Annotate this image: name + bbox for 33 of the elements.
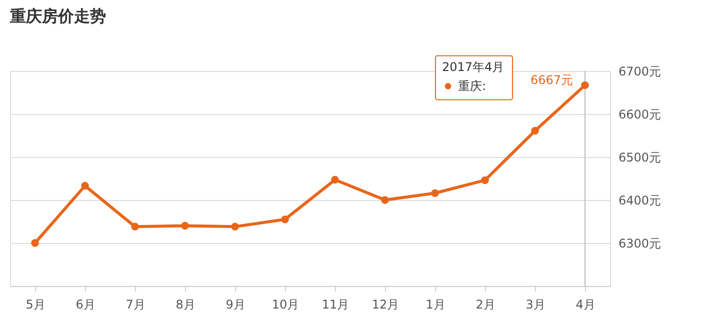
x-tick-label: 9月 <box>226 298 246 312</box>
point <box>81 182 89 190</box>
point <box>131 222 139 231</box>
point <box>181 222 189 230</box>
chart-title: 重庆房价走势 <box>9 6 106 26</box>
x-tick-label: 1月 <box>426 298 446 312</box>
x-tick-label: 8月 <box>176 298 196 312</box>
point <box>381 196 389 204</box>
y-tick-label: 6700元 <box>618 64 662 78</box>
x-tick-label: 3月 <box>526 298 546 312</box>
x-tick-label: 12月 <box>372 298 400 312</box>
point <box>431 189 439 197</box>
point <box>31 239 39 247</box>
legend-label: 重庆: <box>458 79 486 94</box>
point <box>331 176 339 184</box>
x-tick-label: 6月 <box>76 298 96 312</box>
point <box>481 176 489 184</box>
legend-title: 2017年4月 <box>442 60 504 74</box>
x-tick-label: 2月 <box>476 298 496 312</box>
x-tick-label: 11月 <box>322 298 350 312</box>
data-label: 6667元 <box>530 73 573 88</box>
point <box>231 222 239 231</box>
y-tick-label: 6300元 <box>618 236 662 250</box>
x-tick-label: 4月 <box>576 298 596 312</box>
point <box>581 81 589 90</box>
y-tick-label: 6600元 <box>618 108 662 122</box>
y-tick-label: 6500元 <box>618 150 662 164</box>
point <box>281 215 289 224</box>
x-tick-label: 5月 <box>26 298 46 312</box>
y-tick-label: 6400元 <box>618 194 662 208</box>
x-tick-label: 7月 <box>126 298 146 312</box>
x-tick-label: 10月 <box>272 298 300 312</box>
point <box>531 126 539 135</box>
